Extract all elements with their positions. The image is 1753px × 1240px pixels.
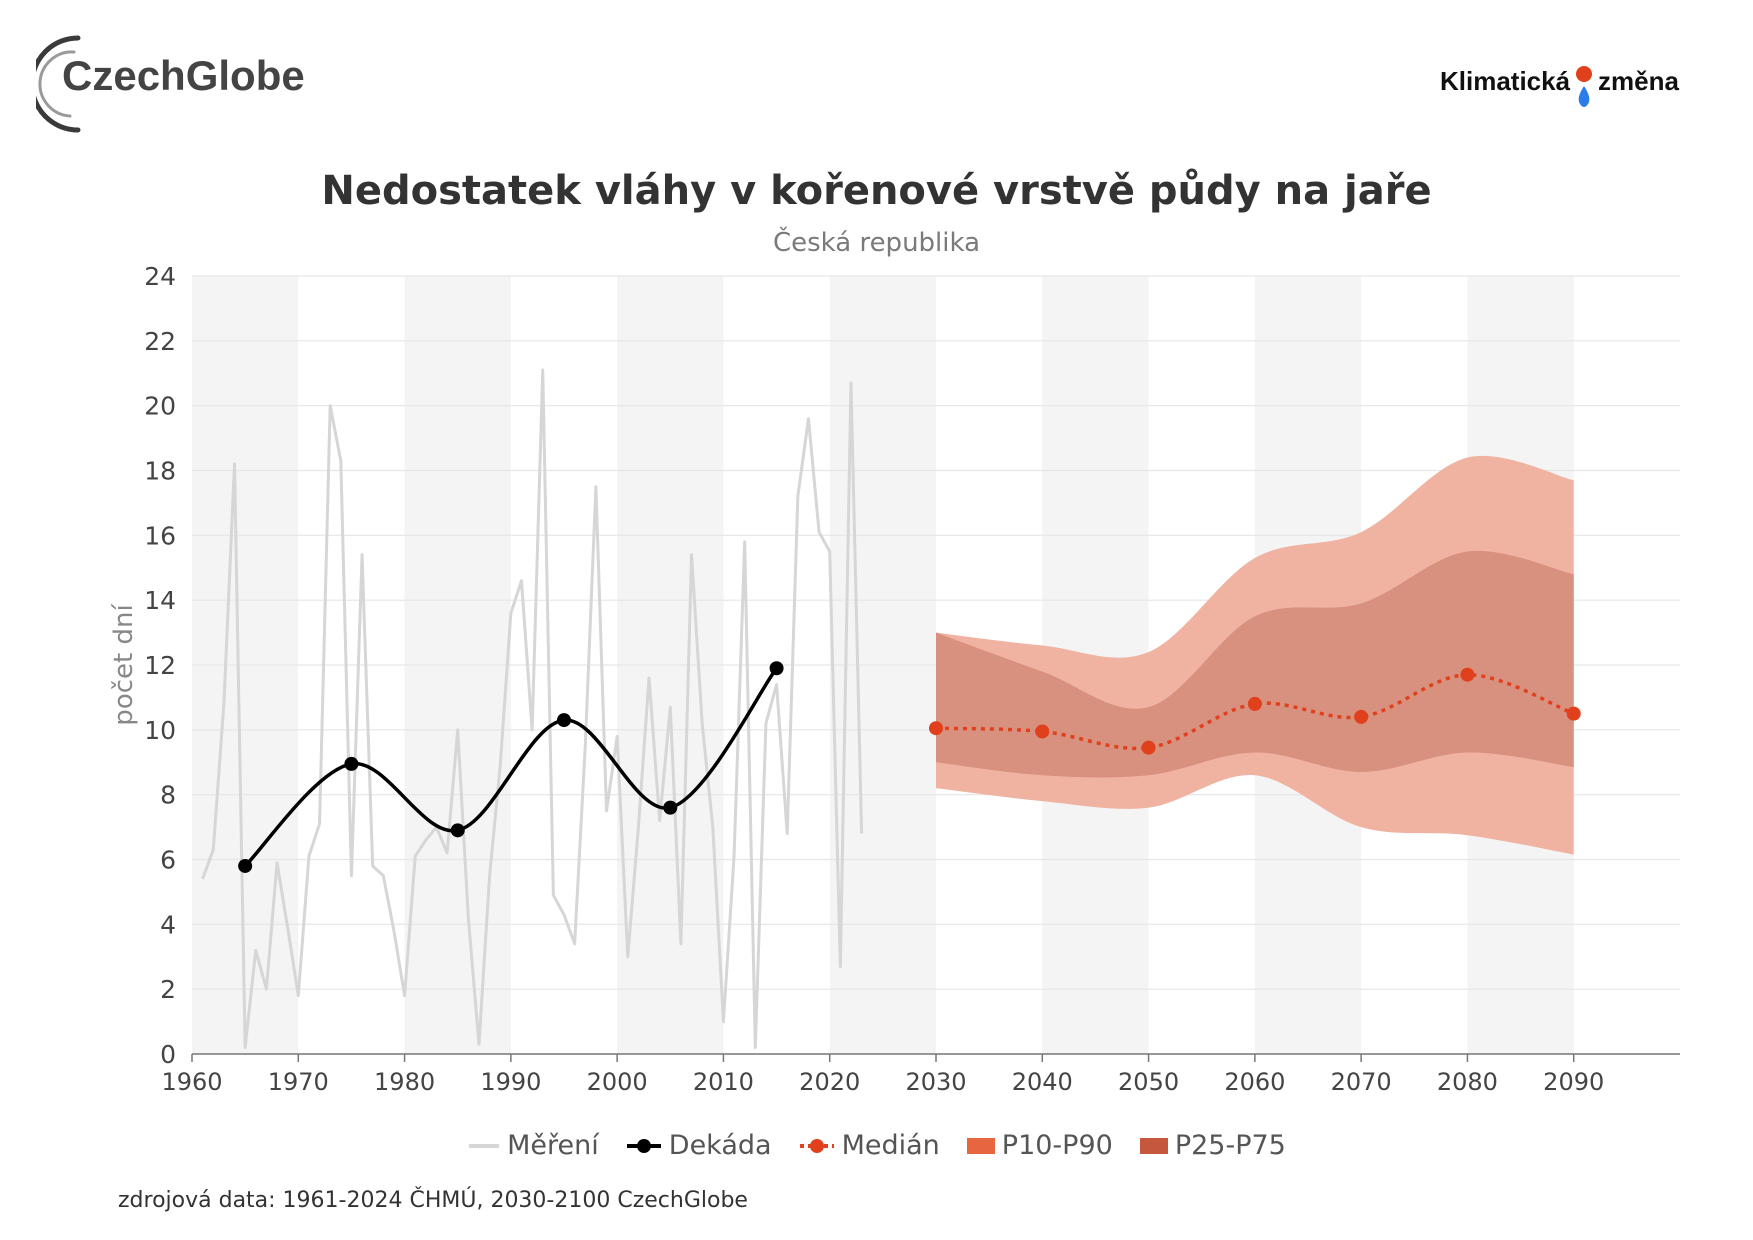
x-tick-label: 2010 bbox=[693, 1068, 754, 1096]
y-tick-label: 4 bbox=[160, 910, 176, 939]
x-tick-label: 2040 bbox=[1012, 1068, 1073, 1096]
legend-item-median: Medián bbox=[798, 1130, 940, 1161]
x-tick-label: 2030 bbox=[905, 1068, 966, 1096]
chart-title: Nedostatek vláhy v kořenové vrstvě půdy … bbox=[321, 168, 1432, 214]
legend-swatch-p10-p90-icon bbox=[966, 1137, 995, 1154]
legend-label-median: Medián bbox=[841, 1130, 940, 1161]
legend-line-dotted-icon bbox=[799, 1138, 834, 1153]
legend-label-p10-p90: P10-P90 bbox=[1001, 1130, 1113, 1161]
y-tick-label: 20 bbox=[144, 392, 176, 421]
x-tick-label: 1970 bbox=[268, 1068, 329, 1096]
x-tick-label: 2090 bbox=[1543, 1068, 1604, 1096]
median-point bbox=[1247, 696, 1262, 711]
x-tick-label: 1960 bbox=[161, 1068, 222, 1096]
band-p25-p75 bbox=[936, 550, 1574, 778]
median-point bbox=[1566, 706, 1581, 721]
median-point bbox=[1354, 709, 1369, 724]
czechglobe-logo: CzechGlobe bbox=[29, 32, 326, 142]
x-tick-label: 1980 bbox=[374, 1068, 435, 1096]
dekada-point bbox=[769, 661, 784, 676]
median-point bbox=[1460, 667, 1475, 682]
x-tick-label: 2080 bbox=[1437, 1068, 1498, 1096]
y-tick-label: 6 bbox=[160, 846, 176, 875]
y-tick-label: 22 bbox=[144, 327, 176, 356]
klimaticka-zmena-logo: Klimatická změna bbox=[1440, 60, 1740, 116]
y-tick-label: 10 bbox=[144, 716, 176, 745]
legend-swatch-p25-p75-icon bbox=[1139, 1137, 1168, 1154]
svg-text:CzechGlobe: CzechGlobe bbox=[62, 52, 305, 99]
legend-line-gray-icon bbox=[469, 1143, 500, 1148]
uncertainty-bands bbox=[936, 455, 1574, 855]
y-tick-label: 0 bbox=[160, 1040, 176, 1069]
x-tick-label: 1990 bbox=[480, 1068, 541, 1096]
x-tick-label: 2050 bbox=[1118, 1068, 1179, 1096]
legend-label-mereni: Měření bbox=[507, 1130, 599, 1161]
dekada-point bbox=[663, 800, 678, 815]
y-tick-label: 24 bbox=[144, 262, 176, 291]
legend-label-p25-p75: P25-P75 bbox=[1174, 1130, 1286, 1161]
legend-item-p25-p75: P25-P75 bbox=[1139, 1130, 1286, 1161]
legend-item-p10-p90: P10-P90 bbox=[966, 1130, 1113, 1161]
x-tick-label: 2060 bbox=[1224, 1068, 1285, 1096]
source-note: zdrojová data: 1961-2024 ČHMÚ, 2030-2100… bbox=[118, 1188, 748, 1213]
x-tick-label: 2020 bbox=[799, 1068, 860, 1096]
dekada-point bbox=[238, 858, 253, 873]
dekada-point bbox=[450, 823, 465, 838]
y-tick-label: 18 bbox=[144, 457, 176, 486]
legend-item-dekada: Dekáda bbox=[625, 1130, 772, 1161]
median-point bbox=[929, 721, 943, 736]
median-point bbox=[1035, 724, 1050, 739]
logo-right-text-2: změna bbox=[1598, 66, 1679, 96]
y-tick-label: 14 bbox=[144, 586, 176, 615]
logo-left-text: CzechGlobe bbox=[62, 52, 305, 99]
y-tick-label: 16 bbox=[144, 521, 176, 550]
series-dekada-line bbox=[243, 667, 778, 868]
legend: Měření Dekáda Medián P10-P90 P25-P75 bbox=[0, 1130, 1753, 1161]
logo-right-text-1: Klimatická bbox=[1440, 66, 1571, 96]
drop-red-icon bbox=[1576, 66, 1592, 82]
y-tick-label: 2 bbox=[160, 975, 176, 1004]
y-tick-label: 12 bbox=[144, 651, 176, 680]
series-mereni-line bbox=[201, 368, 864, 1050]
median-point bbox=[1141, 740, 1156, 755]
legend-line-black-icon bbox=[626, 1138, 661, 1153]
series-lines bbox=[201, 368, 1581, 1050]
legend-label-dekada: Dekáda bbox=[668, 1130, 772, 1161]
y-tick-label: 8 bbox=[160, 781, 176, 810]
dekada-point bbox=[557, 713, 571, 728]
chart-subtitle: Česká republika bbox=[772, 228, 981, 258]
drop-blue-icon bbox=[1578, 86, 1590, 107]
x-tick-label: 2070 bbox=[1331, 1068, 1392, 1096]
y-axis-label: počet dní bbox=[109, 604, 139, 726]
dekada-point bbox=[344, 756, 359, 771]
x-tick-label: 2000 bbox=[587, 1068, 648, 1096]
legend-item-mereni: Měření bbox=[467, 1130, 599, 1161]
